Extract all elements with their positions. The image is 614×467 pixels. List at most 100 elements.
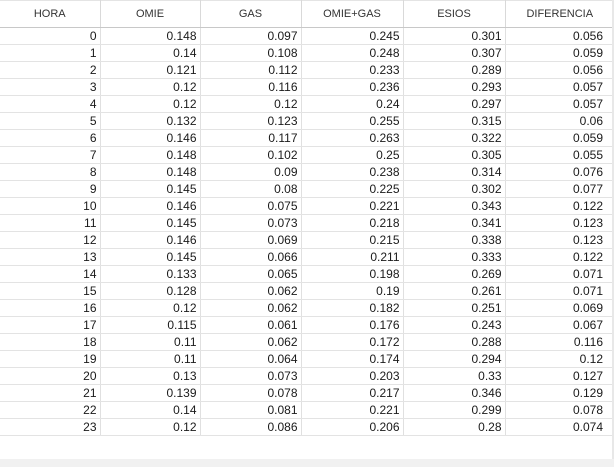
column-header-omie[interactable]: OMIE — [100, 0, 201, 28]
table-row[interactable]: 16 0.12 0.062 0.182 0.251 0.069 — [0, 299, 614, 317]
cell-gas[interactable]: 0.112 — [200, 61, 302, 79]
cell-gas[interactable]: 0.066 — [200, 248, 302, 266]
table-row[interactable]: 5 0.132 0.123 0.255 0.315 0.06 — [0, 112, 614, 130]
cell-omie-gas[interactable]: 0.24 — [301, 95, 404, 113]
cell-omie[interactable]: 0.12 — [100, 95, 201, 113]
cell-omie-gas[interactable]: 0.182 — [301, 299, 404, 317]
cell-omie[interactable]: 0.11 — [100, 350, 201, 368]
cell-omie-gas[interactable]: 0.255 — [301, 112, 404, 130]
cell-hora[interactable]: 23 — [0, 418, 101, 436]
cell-hora[interactable]: 0 — [0, 27, 101, 45]
table-row[interactable]: 9 0.145 0.08 0.225 0.302 0.077 — [0, 180, 614, 198]
cell-omie-gas[interactable]: 0.206 — [301, 418, 404, 436]
cell-diferencia[interactable]: 0.127 — [505, 367, 614, 385]
cell-omie-gas[interactable]: 0.218 — [301, 214, 404, 232]
cell-esios[interactable]: 0.269 — [403, 265, 506, 283]
cell-gas[interactable]: 0.062 — [200, 299, 302, 317]
cell-esios[interactable]: 0.297 — [403, 95, 506, 113]
cell-esios[interactable]: 0.333 — [403, 248, 506, 266]
cell-omie[interactable]: 0.145 — [100, 248, 201, 266]
cell-esios[interactable]: 0.261 — [403, 282, 506, 300]
cell-hora[interactable]: 20 — [0, 367, 101, 385]
cell-omie[interactable]: 0.13 — [100, 367, 201, 385]
cell-diferencia[interactable]: 0.055 — [505, 146, 614, 164]
cell-omie[interactable]: 0.133 — [100, 265, 201, 283]
cell-hora[interactable]: 9 — [0, 180, 101, 198]
cell-hora[interactable]: 13 — [0, 248, 101, 266]
cell-omie-gas[interactable]: 0.238 — [301, 163, 404, 181]
cell-gas[interactable]: 0.08 — [200, 180, 302, 198]
cell-omie[interactable]: 0.148 — [100, 146, 201, 164]
cell-omie[interactable]: 0.14 — [100, 401, 201, 419]
cell-gas[interactable]: 0.12 — [200, 95, 302, 113]
cell-hora[interactable]: 16 — [0, 299, 101, 317]
cell-hora[interactable]: 12 — [0, 231, 101, 249]
column-header-omie-gas[interactable]: OMIE+GAS — [301, 0, 404, 28]
table-row[interactable]: 4 0.12 0.12 0.24 0.297 0.057 — [0, 95, 614, 113]
cell-diferencia[interactable]: 0.123 — [505, 231, 614, 249]
cell-diferencia[interactable]: 0.059 — [505, 129, 614, 147]
cell-diferencia[interactable]: 0.12 — [505, 350, 614, 368]
cell-diferencia[interactable]: 0.056 — [505, 27, 614, 45]
cell-diferencia[interactable]: 0.059 — [505, 44, 614, 62]
cell-omie-gas[interactable]: 0.203 — [301, 367, 404, 385]
table-row[interactable]: 23 0.12 0.086 0.206 0.28 0.074 — [0, 418, 614, 436]
cell-omie-gas[interactable]: 0.221 — [301, 197, 404, 215]
cell-esios[interactable]: 0.302 — [403, 180, 506, 198]
cell-omie[interactable]: 0.14 — [100, 44, 201, 62]
cell-omie[interactable]: 0.12 — [100, 78, 201, 96]
cell-omie[interactable]: 0.11 — [100, 333, 201, 351]
cell-omie[interactable]: 0.148 — [100, 163, 201, 181]
vertical-scrollbar[interactable] — [612, 0, 614, 459]
cell-esios[interactable]: 0.294 — [403, 350, 506, 368]
column-header-hora[interactable]: HORA — [0, 0, 101, 28]
cell-esios[interactable]: 0.301 — [403, 27, 506, 45]
cell-gas[interactable]: 0.123 — [200, 112, 302, 130]
table-row[interactable]: 15 0.128 0.062 0.19 0.261 0.071 — [0, 282, 614, 300]
cell-omie-gas[interactable]: 0.198 — [301, 265, 404, 283]
cell-diferencia[interactable]: 0.06 — [505, 112, 614, 130]
cell-omie[interactable]: 0.12 — [100, 299, 201, 317]
cell-esios[interactable]: 0.338 — [403, 231, 506, 249]
table-row[interactable]: 14 0.133 0.065 0.198 0.269 0.071 — [0, 265, 614, 283]
cell-esios[interactable]: 0.28 — [403, 418, 506, 436]
cell-esios[interactable]: 0.299 — [403, 401, 506, 419]
cell-hora[interactable]: 19 — [0, 350, 101, 368]
cell-omie-gas[interactable]: 0.25 — [301, 146, 404, 164]
table-row[interactable]: 2 0.121 0.112 0.233 0.289 0.056 — [0, 61, 614, 79]
cell-hora[interactable]: 3 — [0, 78, 101, 96]
cell-gas[interactable]: 0.086 — [200, 418, 302, 436]
cell-gas[interactable]: 0.081 — [200, 401, 302, 419]
cell-diferencia[interactable]: 0.077 — [505, 180, 614, 198]
table-row[interactable]: 3 0.12 0.116 0.236 0.293 0.057 — [0, 78, 614, 96]
cell-esios[interactable]: 0.322 — [403, 129, 506, 147]
cell-gas[interactable]: 0.075 — [200, 197, 302, 215]
table-row[interactable]: 13 0.145 0.066 0.211 0.333 0.122 — [0, 248, 614, 266]
cell-gas[interactable]: 0.097 — [200, 27, 302, 45]
cell-omie-gas[interactable]: 0.174 — [301, 350, 404, 368]
cell-esios[interactable]: 0.33 — [403, 367, 506, 385]
cell-diferencia[interactable]: 0.056 — [505, 61, 614, 79]
cell-omie-gas[interactable]: 0.172 — [301, 333, 404, 351]
cell-hora[interactable]: 17 — [0, 316, 101, 334]
table-row[interactable]: 19 0.11 0.064 0.174 0.294 0.12 — [0, 350, 614, 368]
cell-diferencia[interactable]: 0.069 — [505, 299, 614, 317]
cell-hora[interactable]: 6 — [0, 129, 101, 147]
cell-esios[interactable]: 0.315 — [403, 112, 506, 130]
cell-omie-gas[interactable]: 0.221 — [301, 401, 404, 419]
cell-omie-gas[interactable]: 0.236 — [301, 78, 404, 96]
column-header-esios[interactable]: ESIOS — [403, 0, 506, 28]
cell-gas[interactable]: 0.117 — [200, 129, 302, 147]
cell-gas[interactable]: 0.078 — [200, 384, 302, 402]
cell-hora[interactable]: 10 — [0, 197, 101, 215]
cell-diferencia[interactable]: 0.123 — [505, 214, 614, 232]
cell-esios[interactable]: 0.341 — [403, 214, 506, 232]
cell-hora[interactable]: 7 — [0, 146, 101, 164]
cell-omie[interactable]: 0.128 — [100, 282, 201, 300]
cell-omie-gas[interactable]: 0.176 — [301, 316, 404, 334]
cell-gas[interactable]: 0.116 — [200, 78, 302, 96]
cell-esios[interactable]: 0.289 — [403, 61, 506, 79]
table-row[interactable]: 22 0.14 0.081 0.221 0.299 0.078 — [0, 401, 614, 419]
cell-esios[interactable]: 0.305 — [403, 146, 506, 164]
cell-hora[interactable]: 5 — [0, 112, 101, 130]
